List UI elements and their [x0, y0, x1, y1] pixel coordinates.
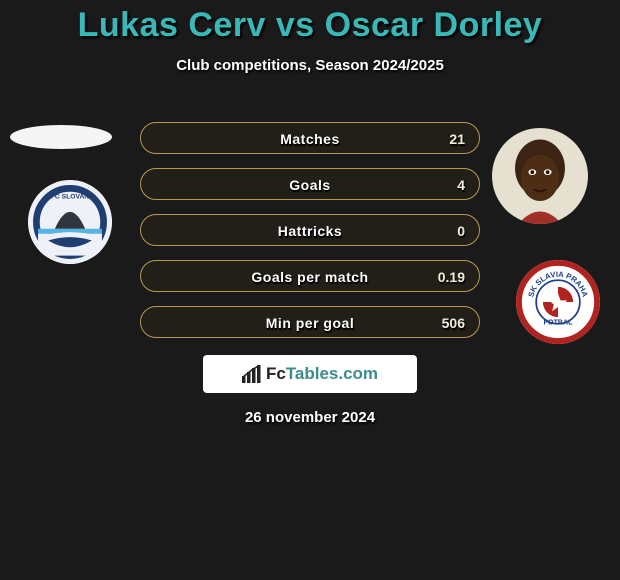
brand-prefix: Fc	[266, 364, 286, 383]
stat-label: Matches	[141, 123, 479, 154]
stat-row: Min per goal506	[140, 306, 480, 338]
stat-value-right: 506	[428, 307, 479, 338]
bars-icon	[242, 365, 262, 383]
player1-photo	[10, 125, 112, 149]
stat-value-right: 21	[435, 123, 479, 154]
brand-suffix: Tables.com	[286, 364, 378, 383]
stat-row: Goals per match0.19	[140, 260, 480, 292]
stat-row: Hattricks0	[140, 214, 480, 246]
player2-photo	[492, 128, 588, 224]
page-title: Lukas Cerv vs Oscar Dorley	[0, 0, 620, 45]
club2-badge: SK SLAVIA PRAHA FOTBAL	[516, 260, 600, 344]
club1-badge: FC SLOVAN	[28, 180, 112, 264]
stats-container: Matches21 Goals4 Hattricks0 Goals per match…	[140, 122, 480, 352]
date-text: 26 november 2024	[0, 409, 620, 426]
subtitle: Club competitions, Season 2024/2025	[0, 57, 620, 74]
brand-card: FcTables.com	[203, 355, 417, 393]
stat-label: Goals	[141, 169, 479, 200]
stat-row: Goals4	[140, 168, 480, 200]
stat-value-right: 0.19	[424, 261, 479, 292]
stat-label: Hattricks	[141, 215, 479, 246]
svg-text:FC SLOVAN: FC SLOVAN	[51, 193, 89, 200]
brand-text: FcTables.com	[266, 364, 378, 384]
stat-value-right: 4	[443, 169, 479, 200]
stat-value-right: 0	[443, 215, 479, 246]
stat-row: Matches21	[140, 122, 480, 154]
svg-text:FOTBAL: FOTBAL	[544, 319, 574, 327]
